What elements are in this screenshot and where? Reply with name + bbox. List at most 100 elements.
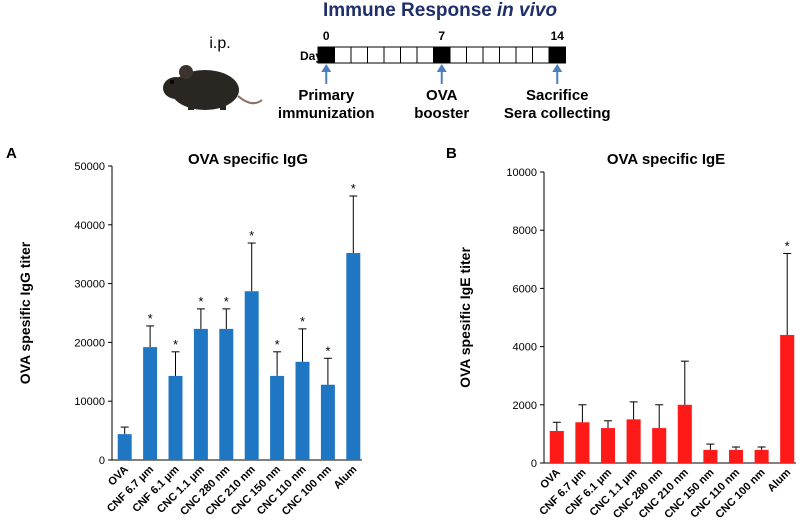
- title-emphasis: in vivo: [497, 0, 557, 21]
- bar: [600, 428, 616, 463]
- event-label: booster: [414, 105, 469, 122]
- route-label: i.p.: [209, 35, 230, 52]
- timeline-cell: [482, 46, 500, 64]
- timeline-cell: [515, 46, 533, 64]
- timeline-cell: [449, 46, 467, 64]
- significance-mark: *: [249, 228, 254, 243]
- bar: [143, 347, 158, 460]
- y-tick-label: 0: [99, 455, 105, 467]
- error-bar: [552, 421, 561, 431]
- error-bar: [273, 351, 282, 376]
- timeline-cell: [334, 46, 352, 64]
- event-arrowhead: [552, 64, 563, 72]
- significance-mark: *: [198, 294, 203, 309]
- error-bar: [732, 446, 740, 450]
- error-bar: [349, 195, 358, 254]
- timeline-cell: [383, 46, 401, 64]
- event-label: Sera collecting: [504, 105, 611, 122]
- y-tick-label: 2000: [513, 400, 537, 412]
- timeline-cell: [367, 46, 385, 64]
- error-bar: [578, 404, 587, 423]
- bar: [626, 419, 641, 463]
- y-tick-label: 4000: [513, 342, 537, 354]
- error-bar: [120, 426, 129, 435]
- x-tick-label: Alum: [765, 466, 793, 494]
- event-arrowhead: [436, 64, 447, 72]
- bar: [346, 253, 361, 460]
- y-tick-label: 50000: [74, 161, 105, 173]
- bar: [575, 422, 590, 463]
- panel-label: B: [446, 145, 457, 162]
- chart-title: OVA specific IgE: [607, 151, 725, 168]
- timeline-cell: [400, 46, 418, 64]
- y-axis-label: OVA spesific IgE titer: [457, 247, 473, 388]
- bar: [754, 449, 769, 463]
- y-tick-label: 6000: [513, 283, 537, 295]
- bar: [320, 384, 335, 460]
- bar: [652, 428, 667, 463]
- y-tick-label: 30000: [74, 279, 105, 291]
- timeline-cell: [416, 46, 434, 64]
- bar: [703, 449, 718, 463]
- timeline-cell: [350, 46, 368, 64]
- significance-mark: *: [148, 311, 153, 326]
- error-bar: [629, 401, 638, 420]
- panel-label: A: [6, 145, 17, 162]
- error-bar: [196, 308, 205, 329]
- event-label: OVA: [426, 87, 458, 104]
- error-bar: [323, 357, 332, 385]
- error-bar: [222, 308, 231, 329]
- mouse-illustration: [163, 65, 263, 110]
- event-label: Primary: [298, 87, 355, 104]
- day-number: 14: [551, 29, 565, 43]
- error-bar: [298, 328, 307, 362]
- bar: [168, 375, 183, 460]
- x-tick-label: Alum: [331, 463, 359, 491]
- event-label: Sacrifice: [526, 87, 589, 104]
- error-bar: [146, 325, 155, 348]
- bar: [780, 334, 795, 463]
- bar: [219, 328, 234, 460]
- y-tick-label: 40000: [74, 220, 105, 232]
- significance-mark: *: [325, 343, 330, 358]
- chart-title: OVA specific IgG: [188, 151, 308, 168]
- y-tick-label: 10000: [74, 396, 105, 408]
- significance-mark: *: [351, 181, 356, 196]
- error-bar: [783, 252, 792, 335]
- error-bar: [247, 242, 256, 292]
- y-tick-label: 10000: [506, 167, 537, 179]
- significance-mark: *: [224, 294, 229, 309]
- timeline-cell: [433, 46, 451, 64]
- significance-mark: *: [785, 238, 790, 253]
- significance-mark: *: [275, 337, 280, 352]
- y-tick-label: 0: [531, 458, 537, 470]
- error-bar: [655, 404, 664, 429]
- day-label: Day: [300, 49, 322, 63]
- bar: [117, 434, 132, 460]
- day-number: 0: [323, 29, 330, 43]
- error-bar: [604, 420, 612, 429]
- error-bar: [171, 351, 180, 376]
- error-bar: [706, 443, 715, 450]
- timeline-cell: [499, 46, 517, 64]
- event-arrowhead: [321, 64, 332, 72]
- bar: [728, 449, 744, 463]
- title-main: Immune Response: [323, 0, 492, 21]
- y-tick-label: 8000: [513, 225, 537, 237]
- event-label: immunization: [278, 105, 375, 122]
- timeline-cell: [532, 46, 550, 64]
- figure-title: Immune Response in vivo: [323, 0, 557, 21]
- bar: [677, 404, 692, 463]
- bar: [244, 291, 259, 460]
- bar: [295, 361, 310, 460]
- significance-mark: *: [173, 337, 178, 352]
- bar: [270, 375, 285, 460]
- error-bar: [680, 360, 689, 405]
- bar: [193, 328, 208, 460]
- y-tick-label: 20000: [74, 337, 105, 349]
- timeline-cell: [466, 46, 484, 64]
- timeline-cell: [548, 46, 566, 64]
- timeline-cell: [317, 46, 335, 64]
- significance-mark: *: [300, 314, 305, 329]
